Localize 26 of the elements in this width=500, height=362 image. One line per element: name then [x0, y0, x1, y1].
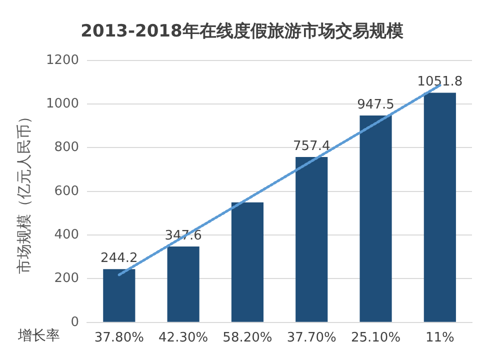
data-label: 244.2: [100, 250, 138, 266]
y-tick-label: 600: [54, 184, 80, 199]
y-tick-label: 800: [54, 140, 80, 156]
y-tick-label: 400: [54, 227, 80, 242]
data-label: 757.4: [293, 138, 330, 154]
x-tick-label: 42.30%: [158, 330, 208, 346]
bar: [424, 92, 456, 322]
y-tick-label: 1200: [46, 52, 80, 68]
x-tick-label: 11%: [425, 330, 454, 346]
bar: [167, 246, 200, 322]
x-tick-label: 37.80%: [94, 330, 144, 346]
x-tick-label: 58.20%: [222, 330, 272, 346]
y-tick-label: 200: [54, 271, 80, 286]
x-axis-title: 增长率: [17, 328, 60, 344]
data-label: 947.5: [357, 97, 394, 112]
bar: [296, 157, 328, 322]
y-axis-title: 市场规模（亿元人民币）: [14, 108, 33, 274]
x-tick-label: 37.70%: [286, 330, 336, 346]
chart-title: 2013-2018年在线度假旅游市场交易规模: [80, 22, 404, 42]
data-label: 1051.8: [417, 74, 463, 90]
bar: [103, 269, 136, 322]
y-tick-label: 1000: [46, 96, 80, 112]
y-tick-label: 0: [70, 314, 80, 330]
x-tick-label: 25.10%: [350, 330, 401, 346]
bar: [360, 116, 392, 322]
bar: [231, 202, 264, 322]
